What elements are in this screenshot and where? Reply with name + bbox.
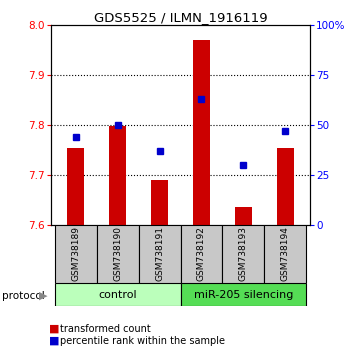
Bar bbox=[193, 40, 210, 225]
Text: protocol: protocol bbox=[2, 291, 44, 301]
FancyBboxPatch shape bbox=[55, 225, 97, 283]
FancyBboxPatch shape bbox=[139, 225, 180, 283]
Text: GSM738190: GSM738190 bbox=[113, 227, 122, 281]
FancyBboxPatch shape bbox=[97, 225, 139, 283]
FancyBboxPatch shape bbox=[264, 225, 306, 283]
Bar bbox=[235, 207, 252, 225]
FancyBboxPatch shape bbox=[222, 225, 264, 283]
Bar bbox=[151, 180, 168, 225]
Bar bbox=[67, 148, 84, 225]
FancyBboxPatch shape bbox=[180, 225, 222, 283]
Text: GSM738191: GSM738191 bbox=[155, 227, 164, 281]
Text: GSM738193: GSM738193 bbox=[239, 227, 248, 281]
Text: GSM738192: GSM738192 bbox=[197, 227, 206, 281]
Text: GSM738189: GSM738189 bbox=[71, 227, 80, 281]
Bar bbox=[109, 126, 126, 225]
Text: miR-205 silencing: miR-205 silencing bbox=[194, 290, 293, 300]
Text: GSM738194: GSM738194 bbox=[281, 227, 290, 281]
Text: ■: ■ bbox=[49, 324, 59, 333]
Title: GDS5525 / ILMN_1916119: GDS5525 / ILMN_1916119 bbox=[94, 11, 267, 24]
Text: transformed count: transformed count bbox=[60, 324, 150, 333]
Text: percentile rank within the sample: percentile rank within the sample bbox=[60, 336, 225, 346]
Text: control: control bbox=[98, 290, 137, 300]
FancyBboxPatch shape bbox=[180, 283, 306, 306]
FancyBboxPatch shape bbox=[55, 283, 180, 306]
Bar bbox=[277, 148, 294, 225]
Text: ▶: ▶ bbox=[39, 291, 47, 301]
Text: ■: ■ bbox=[49, 336, 59, 346]
